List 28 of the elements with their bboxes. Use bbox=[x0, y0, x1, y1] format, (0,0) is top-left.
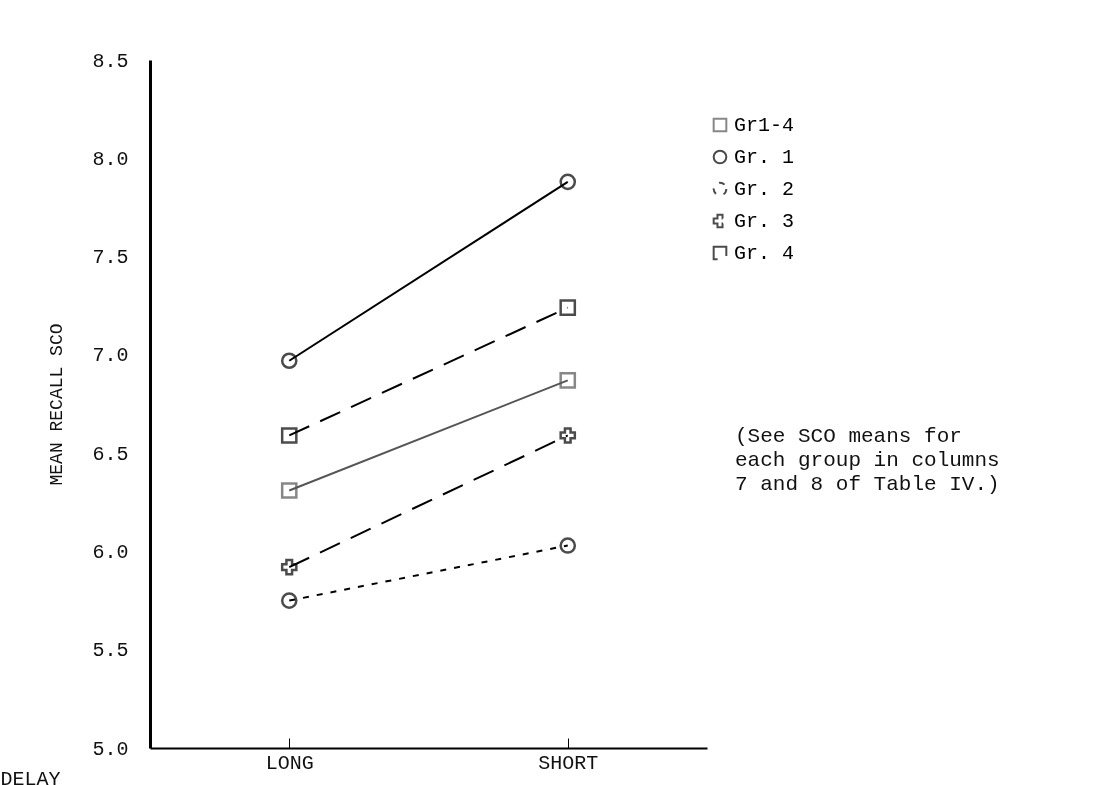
y-tick-label: 8.0 bbox=[92, 147, 129, 171]
point bbox=[559, 173, 577, 191]
y-tick-label: 7.5 bbox=[92, 246, 129, 270]
y-axis-title: MEAN RECALL SCO bbox=[47, 323, 68, 486]
legend-label: Gr. 2 bbox=[734, 178, 795, 201]
x-axis-title: DELAY bbox=[0, 767, 61, 785]
legend-label: Gr. 1 bbox=[734, 146, 795, 169]
text: (See SCO means for each group in columns 7 and 8 of Table IV.) bbox=[735, 425, 1000, 497]
point bbox=[280, 558, 298, 576]
point bbox=[280, 592, 298, 609]
legend-label: Gr1-4 bbox=[734, 114, 795, 137]
point bbox=[559, 537, 577, 554]
x-tick-label: LONG bbox=[265, 751, 314, 775]
point bbox=[280, 352, 298, 370]
legend-label: Gr. 4 bbox=[734, 242, 795, 265]
point bbox=[559, 372, 577, 389]
point bbox=[559, 299, 577, 316]
y-tick-label: 8.5 bbox=[92, 49, 129, 73]
y-tick-label: 6.5 bbox=[92, 442, 129, 466]
point bbox=[280, 427, 298, 444]
x-tick-label: SHORT bbox=[538, 751, 599, 775]
point bbox=[559, 427, 577, 444]
point bbox=[280, 482, 298, 499]
y-tick-label: 6.0 bbox=[92, 540, 129, 564]
legend-label: Gr. 3 bbox=[734, 210, 795, 233]
y-tick-label: 5.5 bbox=[92, 639, 129, 663]
y-tick-label: 5.0 bbox=[92, 737, 129, 761]
y-tick-label: 7.0 bbox=[92, 344, 129, 368]
